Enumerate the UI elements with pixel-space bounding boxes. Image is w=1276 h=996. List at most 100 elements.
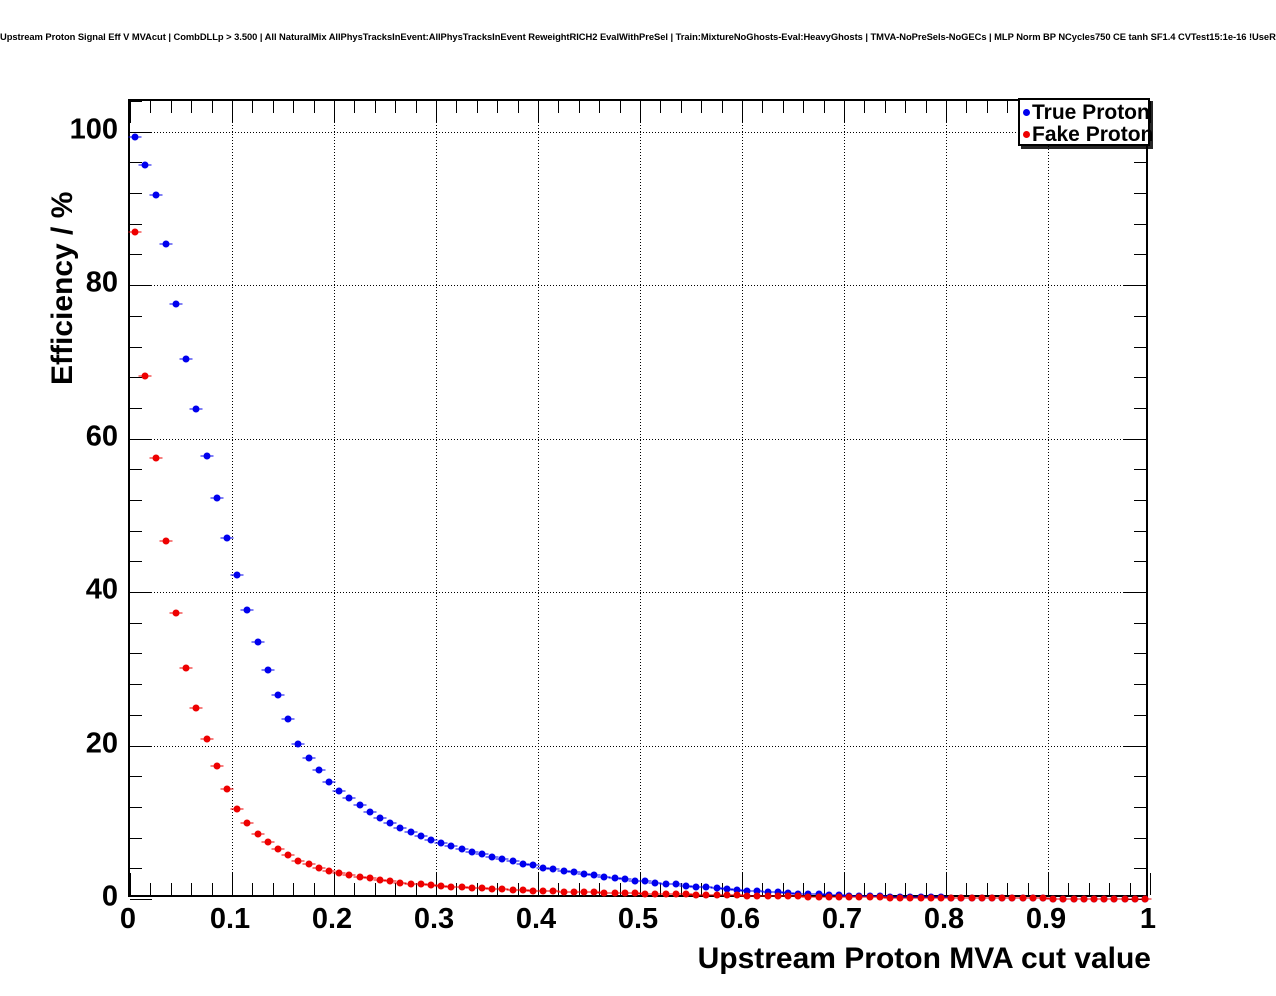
data-point bbox=[519, 860, 527, 868]
y-tick-minor bbox=[130, 807, 142, 808]
data-point bbox=[590, 871, 598, 879]
x-tick-minor bbox=[579, 883, 580, 895]
data-point bbox=[315, 766, 323, 774]
y-tick-minor bbox=[1134, 653, 1146, 654]
data-point bbox=[447, 842, 455, 850]
data-point bbox=[662, 880, 669, 888]
data-point bbox=[682, 890, 690, 898]
x-tick-minor bbox=[293, 883, 294, 895]
data-point bbox=[396, 879, 404, 887]
y-tick-minor bbox=[130, 653, 142, 654]
data-point bbox=[172, 609, 180, 617]
x-tick-minor bbox=[1007, 101, 1008, 113]
data-point bbox=[458, 883, 465, 891]
data-point bbox=[386, 877, 394, 885]
data-point bbox=[529, 861, 537, 869]
x-tick-minor bbox=[1068, 883, 1069, 895]
data-point bbox=[662, 890, 669, 898]
data-point bbox=[345, 794, 353, 802]
y-tick-minor bbox=[130, 316, 142, 317]
y-tick-minor bbox=[130, 377, 142, 378]
data-point bbox=[866, 893, 873, 901]
x-tick-label: 0.7 bbox=[821, 903, 863, 935]
x-tick-minor bbox=[497, 101, 498, 113]
y-tick-minor bbox=[1134, 684, 1146, 685]
x-tick-minor bbox=[212, 101, 213, 113]
data-point bbox=[764, 892, 771, 900]
data-point bbox=[713, 884, 720, 892]
data-point bbox=[335, 869, 343, 877]
x-tick-minor bbox=[518, 883, 519, 895]
data-point bbox=[886, 894, 894, 902]
data-point bbox=[325, 867, 333, 875]
gridline-vertical bbox=[232, 101, 233, 895]
x-tick-major bbox=[640, 101, 641, 123]
data-point bbox=[325, 778, 333, 786]
data-point bbox=[611, 874, 618, 882]
data-point bbox=[498, 855, 506, 863]
data-point bbox=[539, 887, 547, 895]
x-tick-minor bbox=[293, 101, 294, 113]
y-tick-minor bbox=[130, 623, 142, 624]
x-tick-minor bbox=[599, 101, 600, 113]
data-point bbox=[468, 884, 476, 892]
x-tick-minor bbox=[477, 101, 478, 113]
data-point bbox=[233, 805, 241, 813]
data-point bbox=[213, 762, 221, 770]
x-tick-minor bbox=[314, 883, 315, 895]
data-point bbox=[753, 892, 761, 900]
y-tick-minor bbox=[130, 715, 142, 716]
data-point bbox=[243, 606, 251, 614]
x-tick-minor bbox=[191, 101, 192, 113]
data-point bbox=[560, 888, 567, 896]
data-point bbox=[223, 534, 231, 542]
data-point bbox=[366, 808, 374, 816]
x-tick-minor bbox=[762, 883, 763, 895]
y-tick-minor bbox=[1134, 469, 1146, 470]
data-point bbox=[692, 891, 700, 899]
data-point bbox=[162, 537, 170, 545]
data-point bbox=[284, 715, 292, 723]
data-point bbox=[957, 894, 965, 902]
x-tick-minor bbox=[477, 883, 478, 895]
x-tick-major bbox=[742, 873, 743, 895]
x-tick-minor bbox=[905, 101, 906, 113]
x-tick-label: 0 bbox=[119, 903, 137, 935]
y-tick-minor bbox=[1134, 347, 1146, 348]
x-tick-minor bbox=[1007, 883, 1008, 895]
data-point bbox=[621, 889, 629, 897]
x-tick-minor bbox=[150, 101, 151, 113]
x-tick-minor bbox=[599, 883, 600, 895]
x-tick-minor bbox=[987, 101, 988, 113]
y-tick-major bbox=[1124, 439, 1146, 440]
x-tick-major bbox=[232, 873, 233, 895]
data-point bbox=[274, 691, 282, 699]
y-tick-label: 20 bbox=[85, 727, 118, 760]
y-tick-major bbox=[1124, 592, 1146, 593]
x-tick-minor bbox=[660, 883, 661, 895]
data-point bbox=[182, 664, 190, 672]
y-tick-minor bbox=[130, 224, 142, 225]
gridline-horizontal bbox=[130, 746, 1146, 747]
data-point bbox=[672, 880, 680, 888]
data-point bbox=[804, 893, 812, 901]
x-tick-minor bbox=[354, 101, 355, 113]
x-tick-minor bbox=[660, 101, 661, 113]
data-point bbox=[437, 882, 445, 890]
y-tick-minor bbox=[130, 500, 142, 501]
data-point bbox=[611, 889, 618, 897]
data-point bbox=[1070, 895, 1077, 903]
data-point bbox=[458, 845, 465, 853]
x-tick-major bbox=[436, 873, 437, 895]
x-tick-minor bbox=[864, 883, 865, 895]
data-point bbox=[631, 877, 639, 885]
gridline-horizontal bbox=[130, 132, 1146, 133]
gridline-vertical bbox=[1048, 101, 1049, 895]
legend-entry-fake-proton: Fake Proton bbox=[1023, 123, 1153, 145]
data-point bbox=[702, 883, 710, 891]
y-tick-major bbox=[1124, 746, 1146, 747]
x-tick-label: 0.4 bbox=[515, 903, 557, 935]
y-tick-major bbox=[130, 132, 152, 133]
data-point bbox=[906, 894, 914, 902]
